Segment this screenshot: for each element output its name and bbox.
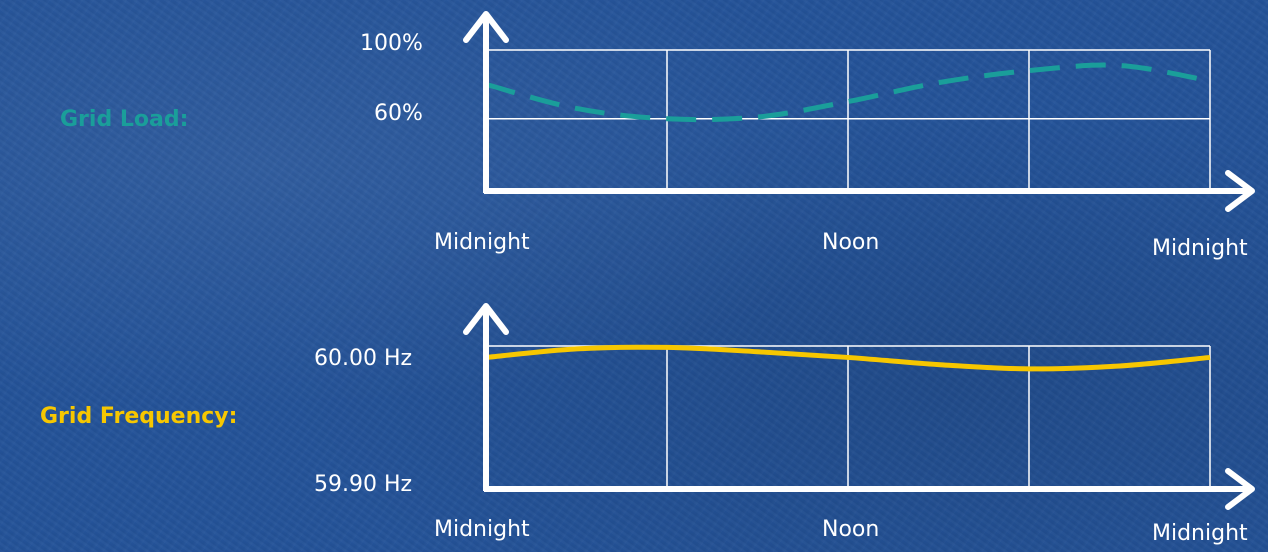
load-y-axis-arrowhead xyxy=(463,11,509,43)
load-xtick-midnight-end: Midnight xyxy=(1152,236,1248,261)
load-ytick-60: 60% xyxy=(374,101,423,126)
load-xtick-noon: Noon xyxy=(822,230,880,255)
freq-x-axis-arrowhead xyxy=(1225,468,1255,510)
load-series-line xyxy=(485,62,1211,123)
freq-ytick-60-00: 60.00 Hz xyxy=(314,346,413,371)
load-x-axis-arrowhead xyxy=(1225,170,1255,212)
freq-xtick-noon: Noon xyxy=(822,517,880,542)
freq-xtick-midnight-end: Midnight xyxy=(1152,521,1248,546)
freq-xtick-midnight-start: Midnight xyxy=(434,517,530,542)
grid-frequency-series-label: Grid Frequency: xyxy=(40,404,238,429)
grid-load-series-label: Grid Load: xyxy=(60,107,189,132)
freq-series-line xyxy=(485,344,1211,372)
freq-y-axis-arrowhead xyxy=(463,303,509,335)
load-xtick-midnight-start: Midnight xyxy=(434,230,530,255)
load-ytick-100: 100% xyxy=(360,31,423,56)
freq-ytick-59-90: 59.90 Hz xyxy=(314,472,413,497)
